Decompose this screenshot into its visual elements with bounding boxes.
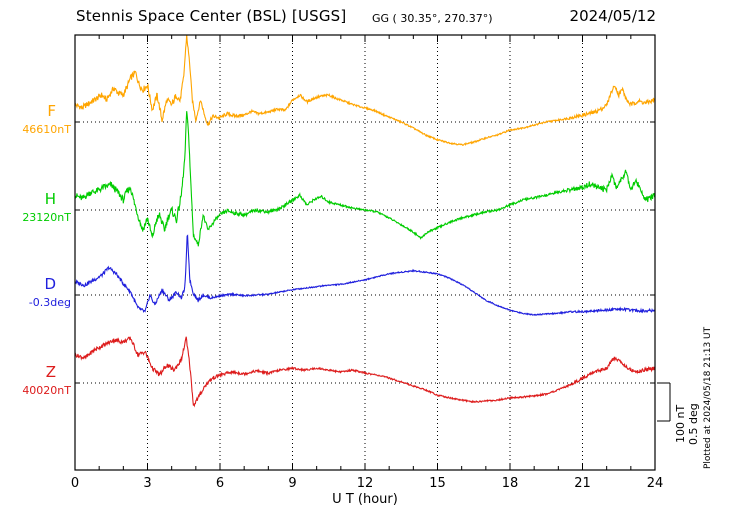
series-value-Z: 40020nT (22, 384, 71, 397)
trace-Z (75, 336, 655, 408)
trace-F (75, 35, 655, 146)
series-value-D: -0.3deg (28, 296, 71, 309)
x-tick-label: 12 (357, 476, 374, 491)
series-label-H: H (44, 190, 56, 208)
station-title: Stennis Space Center (BSL) [USGS] (76, 7, 347, 25)
plot-border (74, 34, 656, 471)
trace-H (75, 111, 655, 247)
series-value-H: 23120nT (22, 211, 71, 224)
x-tick-label: 6 (216, 476, 224, 491)
x-tick-label: 24 (647, 476, 664, 491)
plot-date: 2024/05/12 (569, 7, 656, 25)
x-tick-label: 3 (143, 476, 151, 491)
trace-D (75, 234, 655, 316)
x-axis-label: U T (hour) (332, 492, 398, 507)
series-label-Z: Z (45, 363, 56, 381)
x-tick-label: 15 (429, 476, 446, 491)
plotted-timestamp: Plotted at 2024/05/18 21:13 UT (703, 326, 713, 469)
geo-coordinates: GG ( 30.35°, 270.37°) (372, 12, 493, 25)
x-tick-label: 0 (71, 476, 79, 491)
x-tick-label: 21 (574, 476, 591, 491)
series-value-F: 46610nT (22, 123, 71, 136)
x-tick-label: 9 (288, 476, 296, 491)
series-label-F: F (47, 102, 56, 120)
series-label-D: D (44, 275, 56, 293)
x-tick-label: 18 (502, 476, 519, 491)
scale-label-nt: 100 nT (674, 404, 687, 443)
scale-label-deg: 0.5 deg (687, 403, 700, 445)
